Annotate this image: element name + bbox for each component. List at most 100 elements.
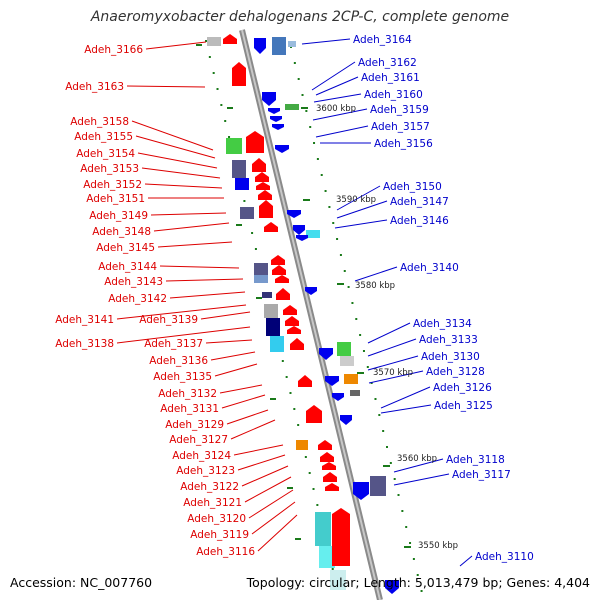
gene-label-left[interactable]: Adeh_3151 [86,193,145,205]
tick-mark [212,72,215,74]
gene-label-left[interactable]: Adeh_3141 [55,314,114,326]
gene-label-left[interactable]: Adeh_3127 [169,434,228,446]
gene-label-left[interactable]: Adeh_3154 [76,148,135,160]
gene-block-gray [264,304,278,318]
reverse-gene-arrow [332,393,344,401]
tick-mark [351,302,354,304]
scale-tick [404,546,411,548]
scale-label: 3590 kbp [336,195,376,205]
gene-label-left[interactable]: Adeh_3139 [139,314,198,326]
forward-gene-arrow [246,131,264,153]
gene-label-right[interactable]: Adeh_3110 [475,551,534,563]
tick-mark [220,104,223,106]
gene-label-left[interactable]: Adeh_3144 [98,261,157,273]
gene-label-left[interactable]: Adeh_3148 [92,226,151,238]
gene-block-blue [235,178,249,190]
gene-label-right[interactable]: Adeh_3118 [446,454,505,466]
reverse-gene-arrow [270,116,282,122]
gene-label-right[interactable]: Adeh_3160 [364,89,423,101]
gene-label-left[interactable]: Adeh_3120 [187,513,246,525]
gene-label-right[interactable]: Adeh_3157 [371,121,430,133]
reverse-gene-arrow [272,124,284,130]
backbone-highlight [241,29,381,600]
label-leader-line [334,219,388,229]
scale-tick [337,283,344,285]
forward-gene-arrow [276,288,290,300]
gene-label-left[interactable]: Adeh_3138 [55,338,114,350]
gene-label-left[interactable]: Adeh_3145 [96,242,155,254]
label-leader-line [336,185,381,211]
gene-label-left[interactable]: Adeh_3142 [108,293,167,305]
gene-label-right[interactable]: Adeh_3134 [413,318,472,330]
tick-mark [324,190,327,192]
gene-label-right[interactable]: Adeh_3164 [353,34,412,46]
gene-label-left[interactable]: Adeh_3132 [158,388,217,400]
gene-label-left[interactable]: Adeh_3155 [74,131,133,143]
gene-label-left[interactable]: Adeh_3137 [144,338,203,350]
gene-label-left[interactable]: Adeh_3166 [84,44,143,56]
label-leader-line [380,386,431,409]
forward-gene-arrow [287,326,301,334]
gene-label-right[interactable]: Adeh_3130 [421,351,480,363]
gene-label-left[interactable]: Adeh_3136 [149,355,208,367]
tick-mark [339,254,342,256]
gene-label-left[interactable]: Adeh_3116 [196,546,255,558]
gene-label-left[interactable]: Adeh_3153 [80,163,139,175]
tick-mark [355,318,358,320]
gene-label-left[interactable]: Adeh_3135 [153,371,212,383]
label-leader-line [153,222,230,232]
gene-label-left[interactable]: Adeh_3123 [176,465,235,477]
rail-dash [227,107,233,109]
tick-mark [289,392,292,394]
gene-label-right[interactable]: Adeh_3156 [374,138,433,150]
tick-mark [420,590,423,592]
tick-mark [374,398,377,400]
gene-block-gray [350,390,360,396]
tick-mark [359,334,362,336]
gene-label-left[interactable]: Adeh_3122 [180,481,239,493]
gene-block-lightblue [288,41,296,47]
gene-label-right[interactable]: Adeh_3117 [452,469,511,481]
tick-mark [401,510,404,512]
gene-label-right[interactable]: Adeh_3125 [434,400,493,412]
scale-tick [383,465,390,467]
label-leader-line [244,476,292,503]
forward-gene-arrow [272,265,286,275]
tick-mark [309,126,312,128]
tick-mark [409,542,412,544]
gene-label-left[interactable]: Adeh_3152 [83,179,142,191]
gene-label-right[interactable]: Adeh_3150 [383,181,442,193]
gene-label-right[interactable]: Adeh_3140 [400,262,459,274]
gene-label-left[interactable]: Adeh_3163 [65,81,124,93]
gene-label-left[interactable]: Adeh_3149 [89,210,148,222]
reverse-gene-arrow [385,580,399,594]
gene-label-right[interactable]: Adeh_3133 [419,334,478,346]
gene-label-left[interactable]: Adeh_3121 [183,497,242,509]
label-leader-line [367,355,419,371]
gene-label-right[interactable]: Adeh_3162 [358,57,417,69]
genome-summary-text: Topology: circular; Length: 5,013,479 bp… [246,575,590,590]
gene-label-left[interactable]: Adeh_3124 [172,450,231,462]
forward-gene-arrow [275,275,289,283]
reverse-gene-arrow [296,235,308,241]
gene-label-left[interactable]: Adeh_3119 [190,529,249,541]
label-leader-line [459,555,473,567]
label-leader-line [137,152,218,169]
gene-label-left[interactable]: Adeh_3143 [104,276,163,288]
gene-label-right[interactable]: Adeh_3128 [426,366,485,378]
gene-label-right[interactable]: Adeh_3126 [433,382,492,394]
scale-label: 3550 kbp [418,541,458,551]
rail-dash [270,398,276,400]
label-leader-line [226,409,269,425]
gene-label-right[interactable]: Adeh_3147 [390,196,449,208]
gene-label-right[interactable]: Adeh_3159 [370,104,429,116]
gene-block-navy [370,476,386,496]
gene-label-left[interactable]: Adeh_3158 [70,116,129,128]
gene-label-right[interactable]: Adeh_3161 [361,72,420,84]
label-leader-line [248,489,294,519]
gene-label-left[interactable]: Adeh_3129 [165,419,224,431]
gene-label-left[interactable]: Adeh_3131 [160,403,219,415]
forward-gene-arrow [283,305,297,315]
gene-label-right[interactable]: Adeh_3146 [390,215,449,227]
